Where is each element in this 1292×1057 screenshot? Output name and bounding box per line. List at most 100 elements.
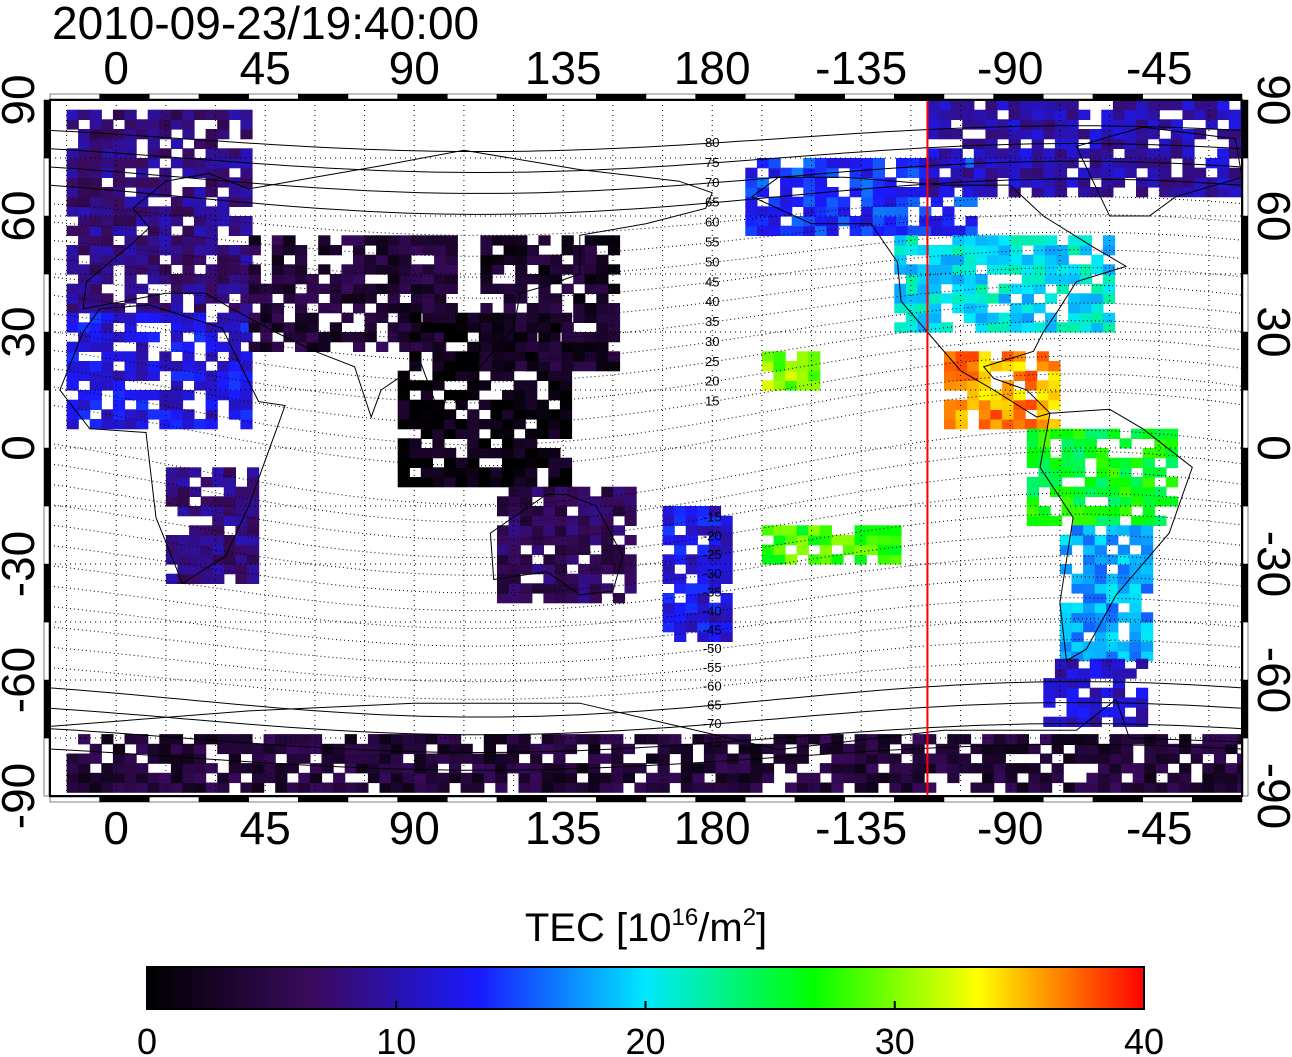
tec-cell xyxy=(1106,525,1119,536)
frame-band xyxy=(43,215,50,275)
tec-cell xyxy=(1056,264,1069,275)
tec-cell xyxy=(1154,496,1167,507)
tec-cell xyxy=(1079,312,1092,323)
tec-cell xyxy=(89,312,102,323)
tec-cell xyxy=(1005,734,1018,745)
tec-cell xyxy=(680,763,693,774)
tec-cell xyxy=(1043,177,1056,188)
tec-cell xyxy=(434,293,447,304)
tec-cell xyxy=(1051,772,1064,784)
tec-cell xyxy=(596,332,609,343)
tec-cell xyxy=(808,370,821,381)
tec-cell xyxy=(508,535,521,546)
tec-cell xyxy=(662,506,675,517)
tec-cell xyxy=(697,612,710,623)
tec-cell xyxy=(944,419,957,430)
tec-cell xyxy=(1045,235,1058,246)
tec-cell xyxy=(1144,772,1157,784)
tec-cell xyxy=(182,283,195,294)
coastline xyxy=(59,304,286,585)
lat-tick-label-left: -30 xyxy=(0,531,44,597)
tec-cell xyxy=(601,486,614,497)
tec-cell xyxy=(124,158,137,169)
tec-cell xyxy=(194,245,207,256)
tec-cell xyxy=(861,158,874,169)
tec-cell xyxy=(1154,438,1167,449)
tec-cell xyxy=(584,332,597,343)
tec-cell xyxy=(66,763,79,774)
tec-cell xyxy=(170,753,184,764)
tec-cell xyxy=(1112,119,1126,130)
tec-cell xyxy=(1136,129,1149,140)
tec-cell xyxy=(715,743,728,755)
tec-cell xyxy=(217,341,230,352)
tec-cell xyxy=(1213,753,1227,764)
tec-cell xyxy=(561,361,574,372)
magnetic-contour xyxy=(50,639,1242,683)
tec-cell xyxy=(697,583,710,594)
tec-cell xyxy=(321,753,334,764)
tec-cell xyxy=(756,216,770,227)
tec-cell xyxy=(1078,129,1091,140)
tec-cell xyxy=(147,109,160,120)
tec-cell xyxy=(1132,772,1145,784)
tec-cell xyxy=(467,438,480,449)
tec-cell xyxy=(1054,678,1068,689)
tec-cell xyxy=(89,390,102,401)
tec-cell xyxy=(993,772,1006,784)
tec-cell xyxy=(578,544,591,555)
tec-cell xyxy=(1124,148,1137,159)
tec-cell xyxy=(379,782,392,793)
tec-cell xyxy=(1021,254,1034,265)
tec-cell xyxy=(685,583,698,594)
tec-cell xyxy=(1026,448,1039,459)
tec-cell xyxy=(170,743,184,755)
tec-cell xyxy=(987,235,1000,246)
tec-cell xyxy=(905,312,919,323)
tec-cell xyxy=(927,100,940,111)
tec-cell xyxy=(796,743,809,755)
tec-cell xyxy=(1106,573,1119,584)
tec-cell xyxy=(437,753,450,764)
contour-label: 25 xyxy=(705,354,719,369)
tec-cell xyxy=(1054,687,1068,698)
tec-cell xyxy=(978,409,991,420)
tec-cell xyxy=(543,573,556,584)
tec-cell xyxy=(550,293,563,304)
tec-cell xyxy=(170,322,184,333)
tec-cell xyxy=(240,419,253,430)
tec-cell xyxy=(541,782,554,793)
tec-cell xyxy=(78,109,91,120)
tec-cell xyxy=(124,138,137,149)
tec-cell xyxy=(306,274,319,285)
tec-cell xyxy=(1054,658,1068,669)
tec-cell xyxy=(917,293,930,304)
tec-cell xyxy=(955,361,968,372)
tec-cell xyxy=(814,206,828,217)
tec-cell xyxy=(387,274,400,285)
tec-cell xyxy=(554,554,568,565)
tec-cell xyxy=(536,448,549,459)
tec-cell xyxy=(341,235,354,246)
tec-cell xyxy=(970,763,983,774)
tec-cell xyxy=(1073,486,1086,497)
tec-cell xyxy=(761,763,775,774)
tec-cell xyxy=(611,763,624,774)
tec-cell xyxy=(101,361,114,372)
tec-cell xyxy=(1132,782,1145,793)
tec-cell xyxy=(543,515,556,526)
tec-cell xyxy=(889,544,902,555)
tec-cell xyxy=(318,283,331,294)
tec-cell xyxy=(200,477,213,488)
tec-cell xyxy=(497,593,510,604)
tec-cell xyxy=(1089,658,1102,669)
tec-cell xyxy=(967,351,980,362)
tec-cell xyxy=(550,312,563,323)
tec-cell xyxy=(1008,100,1021,111)
tec-cell xyxy=(434,332,447,343)
tec-cell xyxy=(200,573,213,584)
tec-cell xyxy=(843,743,856,755)
tec-cell xyxy=(518,743,531,755)
tec-cell xyxy=(182,351,195,362)
